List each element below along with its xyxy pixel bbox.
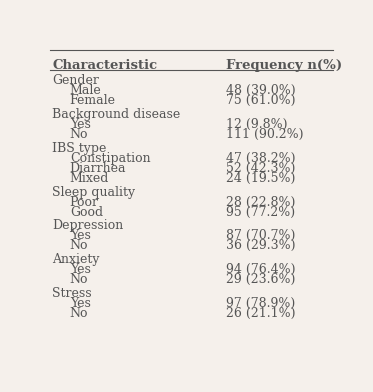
Text: Yes: Yes xyxy=(70,229,91,242)
Text: 29 (23.6%): 29 (23.6%) xyxy=(226,273,295,286)
Text: Good: Good xyxy=(70,205,103,218)
Text: Sleep quality: Sleep quality xyxy=(52,185,135,199)
Text: Female: Female xyxy=(70,94,116,107)
Text: 95 (77.2%): 95 (77.2%) xyxy=(226,205,295,218)
Text: Depression: Depression xyxy=(52,220,124,232)
Text: Constipation: Constipation xyxy=(70,152,150,165)
Text: No: No xyxy=(70,239,88,252)
Text: Yes: Yes xyxy=(70,297,91,310)
Text: Frequency n(%): Frequency n(%) xyxy=(226,58,342,71)
Text: Diarrhea: Diarrhea xyxy=(70,162,126,175)
Text: 97 (78.9%): 97 (78.9%) xyxy=(226,297,295,310)
Text: 111 (90.2%): 111 (90.2%) xyxy=(226,128,303,141)
Text: 24 (19.5%): 24 (19.5%) xyxy=(226,172,295,185)
Text: 48 (39.0%): 48 (39.0%) xyxy=(226,84,295,97)
Text: Background disease: Background disease xyxy=(52,108,181,121)
Text: No: No xyxy=(70,307,88,320)
Text: Poor: Poor xyxy=(70,196,99,209)
Text: 28 (22.8%): 28 (22.8%) xyxy=(226,196,295,209)
Text: Stress: Stress xyxy=(52,287,92,300)
Text: 52 (42.3%): 52 (42.3%) xyxy=(226,162,295,175)
Text: Characteristic: Characteristic xyxy=(52,58,157,71)
Text: 36 (29.3%): 36 (29.3%) xyxy=(226,239,295,252)
Text: 47 (38.2%): 47 (38.2%) xyxy=(226,152,295,165)
Text: IBS type: IBS type xyxy=(52,142,107,155)
Text: 94 (76.4%): 94 (76.4%) xyxy=(226,263,295,276)
Text: 12 (9.8%): 12 (9.8%) xyxy=(226,118,287,131)
Text: Male: Male xyxy=(70,84,101,97)
Text: No: No xyxy=(70,273,88,286)
Text: Yes: Yes xyxy=(70,118,91,131)
Text: 75 (61.0%): 75 (61.0%) xyxy=(226,94,295,107)
Text: No: No xyxy=(70,128,88,141)
Text: Anxiety: Anxiety xyxy=(52,253,100,266)
Text: Gender: Gender xyxy=(52,74,99,87)
Text: Mixed: Mixed xyxy=(70,172,109,185)
Text: 87 (70.7%): 87 (70.7%) xyxy=(226,229,295,242)
Text: Yes: Yes xyxy=(70,263,91,276)
Text: 26 (21.1%): 26 (21.1%) xyxy=(226,307,295,320)
